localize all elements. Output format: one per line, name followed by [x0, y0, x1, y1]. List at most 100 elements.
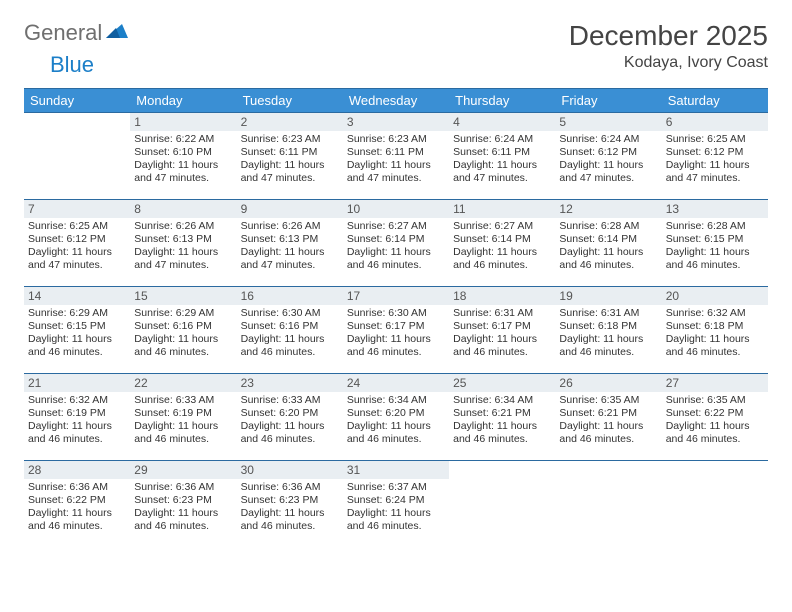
sunrise-text: Sunrise: 6:33 AM [134, 394, 232, 407]
sunrise-text: Sunrise: 6:24 AM [559, 133, 657, 146]
sunrise-text: Sunrise: 6:25 AM [666, 133, 764, 146]
sunrise-text: Sunrise: 6:28 AM [666, 220, 764, 233]
calendar-day-cell: 26Sunrise: 6:35 AMSunset: 6:21 PMDayligh… [555, 374, 661, 461]
calendar-day-cell: 14Sunrise: 6:29 AMSunset: 6:15 PMDayligh… [24, 287, 130, 374]
sunset-text: Sunset: 6:21 PM [559, 407, 657, 420]
weekday-header: Saturday [662, 89, 768, 113]
daylight-text: Daylight: 11 hours and 47 minutes. [241, 159, 339, 185]
calendar-day-cell: 23Sunrise: 6:33 AMSunset: 6:20 PMDayligh… [237, 374, 343, 461]
sunset-text: Sunset: 6:23 PM [134, 494, 232, 507]
daylight-text: Daylight: 11 hours and 46 minutes. [28, 507, 126, 533]
sunset-text: Sunset: 6:17 PM [347, 320, 445, 333]
sunset-text: Sunset: 6:19 PM [28, 407, 126, 420]
daylight-text: Daylight: 11 hours and 46 minutes. [28, 420, 126, 446]
day-details: Sunrise: 6:25 AMSunset: 6:12 PMDaylight:… [662, 131, 768, 190]
sunrise-text: Sunrise: 6:27 AM [347, 220, 445, 233]
calendar-day-cell: 1Sunrise: 6:22 AMSunset: 6:10 PMDaylight… [130, 113, 236, 200]
sunset-text: Sunset: 6:24 PM [347, 494, 445, 507]
day-number: 18 [449, 287, 555, 305]
daylight-text: Daylight: 11 hours and 46 minutes. [559, 246, 657, 272]
weekday-header-row: Sunday Monday Tuesday Wednesday Thursday… [24, 89, 768, 113]
brand-part1: General [24, 20, 102, 46]
sunrise-text: Sunrise: 6:32 AM [28, 394, 126, 407]
sunrise-text: Sunrise: 6:30 AM [347, 307, 445, 320]
sunset-text: Sunset: 6:12 PM [559, 146, 657, 159]
daylight-text: Daylight: 11 hours and 46 minutes. [347, 420, 445, 446]
day-details: Sunrise: 6:33 AMSunset: 6:19 PMDaylight:… [130, 392, 236, 451]
weekday-header: Tuesday [237, 89, 343, 113]
calendar-day-cell: 11Sunrise: 6:27 AMSunset: 6:14 PMDayligh… [449, 200, 555, 287]
sunrise-text: Sunrise: 6:32 AM [666, 307, 764, 320]
day-details: Sunrise: 6:31 AMSunset: 6:18 PMDaylight:… [555, 305, 661, 364]
daylight-text: Daylight: 11 hours and 46 minutes. [666, 246, 764, 272]
day-details: Sunrise: 6:25 AMSunset: 6:12 PMDaylight:… [24, 218, 130, 277]
location-label: Kodaya, Ivory Coast [569, 54, 768, 72]
day-number: 14 [24, 287, 130, 305]
weekday-header: Monday [130, 89, 236, 113]
calendar-day-cell: 12Sunrise: 6:28 AMSunset: 6:14 PMDayligh… [555, 200, 661, 287]
sunset-text: Sunset: 6:15 PM [28, 320, 126, 333]
calendar-day-cell: 6Sunrise: 6:25 AMSunset: 6:12 PMDaylight… [662, 113, 768, 200]
calendar-day-cell: 13Sunrise: 6:28 AMSunset: 6:15 PMDayligh… [662, 200, 768, 287]
daylight-text: Daylight: 11 hours and 47 minutes. [559, 159, 657, 185]
day-details: Sunrise: 6:34 AMSunset: 6:20 PMDaylight:… [343, 392, 449, 451]
calendar-day-cell: . [555, 461, 661, 548]
calendar-day-cell: 31Sunrise: 6:37 AMSunset: 6:24 PMDayligh… [343, 461, 449, 548]
day-details: Sunrise: 6:29 AMSunset: 6:15 PMDaylight:… [24, 305, 130, 364]
sunrise-text: Sunrise: 6:26 AM [134, 220, 232, 233]
calendar-day-cell: 9Sunrise: 6:26 AMSunset: 6:13 PMDaylight… [237, 200, 343, 287]
daylight-text: Daylight: 11 hours and 46 minutes. [347, 333, 445, 359]
day-details: Sunrise: 6:22 AMSunset: 6:10 PMDaylight:… [130, 131, 236, 190]
sunrise-text: Sunrise: 6:36 AM [28, 481, 126, 494]
sunrise-text: Sunrise: 6:34 AM [453, 394, 551, 407]
weekday-header: Sunday [24, 89, 130, 113]
day-number: 22 [130, 374, 236, 392]
day-number: 1 [130, 113, 236, 131]
day-details: Sunrise: 6:28 AMSunset: 6:14 PMDaylight:… [555, 218, 661, 277]
calendar-day-cell: 10Sunrise: 6:27 AMSunset: 6:14 PMDayligh… [343, 200, 449, 287]
daylight-text: Daylight: 11 hours and 46 minutes. [453, 246, 551, 272]
daylight-text: Daylight: 11 hours and 46 minutes. [28, 333, 126, 359]
daylight-text: Daylight: 11 hours and 46 minutes. [559, 333, 657, 359]
sunset-text: Sunset: 6:14 PM [347, 233, 445, 246]
day-number: 7 [24, 200, 130, 218]
sunrise-text: Sunrise: 6:28 AM [559, 220, 657, 233]
page-title: December 2025 [569, 20, 768, 52]
day-details: Sunrise: 6:37 AMSunset: 6:24 PMDaylight:… [343, 479, 449, 538]
day-details: Sunrise: 6:35 AMSunset: 6:22 PMDaylight:… [662, 392, 768, 451]
calendar-day-cell: 7Sunrise: 6:25 AMSunset: 6:12 PMDaylight… [24, 200, 130, 287]
daylight-text: Daylight: 11 hours and 46 minutes. [453, 333, 551, 359]
sunrise-text: Sunrise: 6:35 AM [666, 394, 764, 407]
daylight-text: Daylight: 11 hours and 47 minutes. [134, 159, 232, 185]
sunset-text: Sunset: 6:11 PM [453, 146, 551, 159]
sunset-text: Sunset: 6:14 PM [559, 233, 657, 246]
calendar-day-cell: 28Sunrise: 6:36 AMSunset: 6:22 PMDayligh… [24, 461, 130, 548]
calendar-day-cell: 24Sunrise: 6:34 AMSunset: 6:20 PMDayligh… [343, 374, 449, 461]
day-number: 2 [237, 113, 343, 131]
sunset-text: Sunset: 6:23 PM [241, 494, 339, 507]
sunset-text: Sunset: 6:17 PM [453, 320, 551, 333]
day-number: 19 [555, 287, 661, 305]
day-number: 23 [237, 374, 343, 392]
calendar-week-row: 14Sunrise: 6:29 AMSunset: 6:15 PMDayligh… [24, 287, 768, 374]
calendar-week-row: 28Sunrise: 6:36 AMSunset: 6:22 PMDayligh… [24, 461, 768, 548]
day-number: 11 [449, 200, 555, 218]
sunrise-text: Sunrise: 6:31 AM [559, 307, 657, 320]
calendar-day-cell: 25Sunrise: 6:34 AMSunset: 6:21 PMDayligh… [449, 374, 555, 461]
day-number: 15 [130, 287, 236, 305]
logo-arrow-icon [106, 22, 128, 45]
sunrise-text: Sunrise: 6:26 AM [241, 220, 339, 233]
day-number: 20 [662, 287, 768, 305]
brand-logo: General [24, 20, 130, 46]
calendar-day-cell: . [662, 461, 768, 548]
sunset-text: Sunset: 6:10 PM [134, 146, 232, 159]
sunset-text: Sunset: 6:11 PM [241, 146, 339, 159]
sunset-text: Sunset: 6:18 PM [559, 320, 657, 333]
daylight-text: Daylight: 11 hours and 46 minutes. [559, 420, 657, 446]
day-details: Sunrise: 6:30 AMSunset: 6:16 PMDaylight:… [237, 305, 343, 364]
daylight-text: Daylight: 11 hours and 46 minutes. [134, 333, 232, 359]
day-details: Sunrise: 6:24 AMSunset: 6:12 PMDaylight:… [555, 131, 661, 190]
day-details: Sunrise: 6:28 AMSunset: 6:15 PMDaylight:… [662, 218, 768, 277]
daylight-text: Daylight: 11 hours and 47 minutes. [666, 159, 764, 185]
day-number: 10 [343, 200, 449, 218]
